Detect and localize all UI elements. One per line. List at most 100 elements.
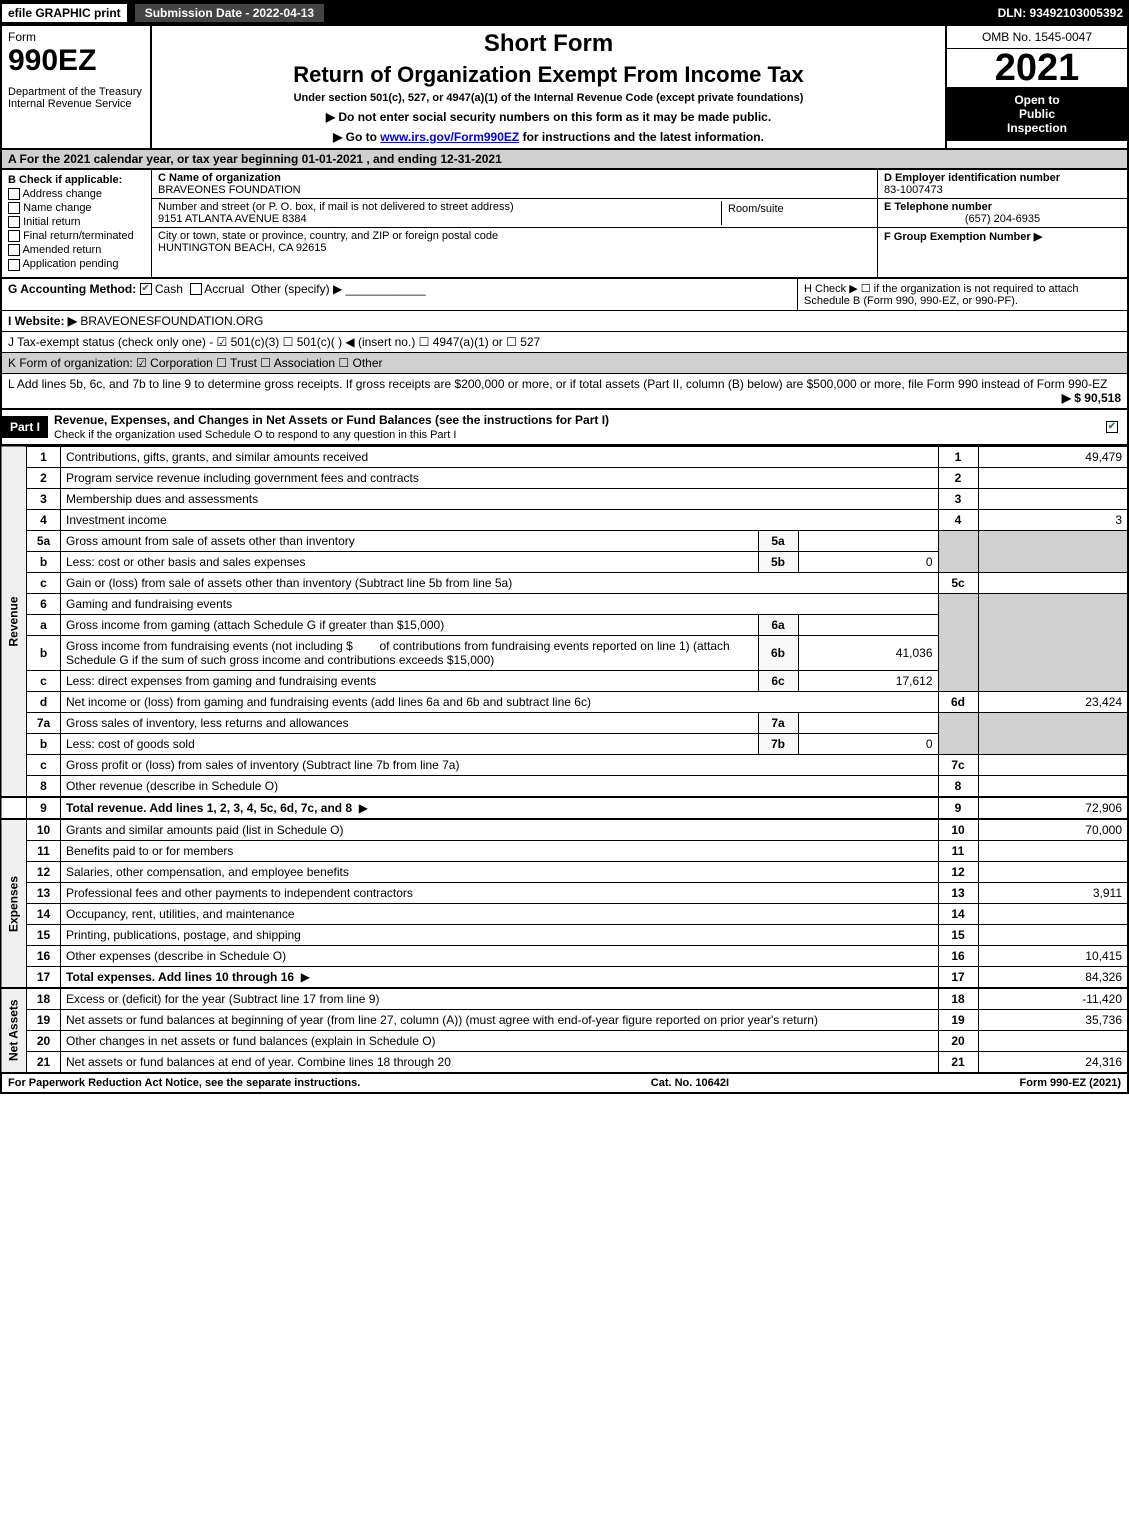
row-k: K Form of organization: ☑ Corporation ☐ …	[2, 353, 1127, 374]
table-row: 21 Net assets or fund balances at end of…	[1, 1051, 1128, 1073]
check-amended-return[interactable]: Amended return	[8, 244, 145, 256]
sub3-prefix: ▶ Go to	[333, 130, 380, 144]
form-of-organization: K Form of organization: ☑ Corporation ☐ …	[2, 353, 1127, 373]
form-header: Form 990EZ Department of the Treasury In…	[0, 26, 1129, 150]
tax-year: 2021	[947, 49, 1127, 87]
header-center: Short Form Return of Organization Exempt…	[152, 26, 947, 148]
check-initial-return[interactable]: Initial return	[8, 216, 145, 228]
room-suite: Room/suite	[721, 201, 871, 225]
irs-label: Internal Revenue Service	[8, 98, 144, 110]
dln-label: DLN: 93492103005392	[998, 6, 1129, 20]
table-row: 11 Benefits paid to or for members 11	[1, 840, 1128, 861]
check-name-change[interactable]: Name change	[8, 202, 145, 214]
checkbox-icon	[8, 202, 20, 214]
net-assets-sidebar: Net Assets	[1, 988, 27, 1073]
part-title: Revenue, Expenses, and Changes in Net As…	[48, 410, 1097, 444]
col-b-header: B Check if applicable:	[8, 174, 145, 186]
group-exemption-row: F Group Exemption Number ▶	[878, 228, 1127, 245]
checkbox-accrual-icon	[190, 283, 202, 295]
table-row: c Gross profit or (loss) from sales of i…	[1, 754, 1128, 775]
checkbox-icon	[8, 230, 20, 242]
omb-number: OMB No. 1545-0047	[947, 26, 1127, 49]
header-right: OMB No. 1545-0047 2021 Open to Public In…	[947, 26, 1127, 148]
header-sub3: ▶ Go to www.irs.gov/Form990EZ for instru…	[158, 130, 939, 144]
city-row: City or town, state or province, country…	[152, 228, 877, 256]
table-row: 5a Gross amount from sale of assets othe…	[1, 530, 1128, 551]
phone-value: (657) 204-6935	[884, 213, 1121, 225]
table-row: 6 Gaming and fundraising events	[1, 593, 1128, 614]
table-row: c Gain or (loss) from sale of assets oth…	[1, 572, 1128, 593]
table-row: 2 Program service revenue including gove…	[1, 467, 1128, 488]
part-label: Part I	[2, 416, 48, 438]
ein-row: D Employer identification number 83-1007…	[878, 170, 1127, 199]
revenue-sidebar: Revenue	[1, 446, 27, 797]
table-row: 9 Total revenue. Add lines 1, 2, 3, 4, 5…	[1, 797, 1128, 819]
table-row: 19 Net assets or fund balances at beginn…	[1, 1009, 1128, 1030]
efile-label: efile GRAPHIC print	[0, 2, 129, 24]
column-c: C Name of organization BRAVEONES FOUNDAT…	[152, 170, 877, 277]
form-number: 990EZ	[8, 44, 144, 78]
checkbox-icon	[8, 216, 20, 228]
open-line1: Open to	[951, 93, 1123, 107]
schedule-b-check: H Check ▶ ☐ if the organization is not r…	[797, 279, 1127, 310]
org-name: BRAVEONES FOUNDATION	[158, 184, 871, 196]
section-a: A For the 2021 calendar year, or tax yea…	[0, 150, 1129, 170]
f-label: F Group Exemption Number ▶	[884, 230, 1121, 243]
table-row: 3 Membership dues and assessments 3	[1, 488, 1128, 509]
part-1-table: Revenue 1 Contributions, gifts, grants, …	[0, 446, 1129, 1074]
address-row: Number and street (or P. O. box, if mail…	[152, 199, 877, 228]
footer-right: Form 990-EZ (2021)	[1020, 1077, 1121, 1089]
table-row: 16 Other expenses (describe in Schedule …	[1, 945, 1128, 966]
row-g-h: G Accounting Method: Cash Accrual Other …	[2, 279, 1127, 311]
addr-value: 9151 ATLANTA AVENUE 8384	[158, 213, 721, 225]
d-label: D Employer identification number	[884, 172, 1121, 184]
gross-receipts-value: ▶ $ 90,518	[1062, 391, 1121, 405]
checkbox-icon	[8, 188, 20, 200]
checkbox-icon	[1106, 421, 1118, 433]
table-row: d Net income or (loss) from gaming and f…	[1, 691, 1128, 712]
table-row: Revenue 1 Contributions, gifts, grants, …	[1, 446, 1128, 467]
footer-center: Cat. No. 10642I	[651, 1077, 729, 1089]
column-de: D Employer identification number 83-1007…	[877, 170, 1127, 277]
top-bar: efile GRAPHIC print Submission Date - 20…	[0, 0, 1129, 26]
part-1-header: Part I Revenue, Expenses, and Changes in…	[0, 410, 1129, 446]
mid-rows: G Accounting Method: Cash Accrual Other …	[0, 279, 1129, 410]
checkbox-icon	[8, 244, 20, 256]
main-title: Return of Organization Exempt From Incom…	[158, 62, 939, 88]
submission-date: Submission Date - 2022-04-13	[133, 2, 326, 24]
sub3-suffix: for instructions and the latest informat…	[519, 130, 764, 144]
open-line2: Public	[951, 107, 1123, 121]
header-sub1: Under section 501(c), 527, or 4947(a)(1)…	[158, 92, 939, 104]
check-final-return[interactable]: Final return/terminated	[8, 230, 145, 242]
open-line3: Inspection	[951, 121, 1123, 135]
city-value: HUNTINGTON BEACH, CA 92615	[158, 242, 871, 254]
expenses-sidebar: Expenses	[1, 819, 27, 988]
table-row: 15 Printing, publications, postage, and …	[1, 924, 1128, 945]
table-row: Net Assets 18 Excess or (deficit) for th…	[1, 988, 1128, 1010]
table-row: 17 Total expenses. Add lines 10 through …	[1, 966, 1128, 988]
info-grid: B Check if applicable: Address change Na…	[0, 170, 1129, 279]
phone-row: E Telephone number (657) 204-6935	[878, 199, 1127, 228]
checkbox-cash-icon	[140, 283, 152, 295]
gross-receipts-instruction: L Add lines 5b, 6c, and 7b to line 9 to …	[2, 374, 1127, 408]
check-application-pending[interactable]: Application pending	[8, 258, 145, 270]
dept-label: Department of the Treasury	[8, 86, 144, 98]
table-row: 14 Occupancy, rent, utilities, and maint…	[1, 903, 1128, 924]
city-label: City or town, state or province, country…	[158, 230, 871, 242]
irs-link[interactable]: www.irs.gov/Form990EZ	[380, 130, 519, 144]
ein-value: 83-1007473	[884, 184, 1121, 196]
footer: For Paperwork Reduction Act Notice, see …	[0, 1074, 1129, 1094]
check-address-change[interactable]: Address change	[8, 188, 145, 200]
form-label: Form	[8, 30, 144, 44]
accounting-method: G Accounting Method: Cash Accrual Other …	[2, 279, 797, 310]
addr-label: Number and street (or P. O. box, if mail…	[158, 201, 721, 213]
tax-exempt-status: J Tax-exempt status (check only one) - ☑…	[2, 332, 1127, 352]
column-b: B Check if applicable: Address change Na…	[2, 170, 152, 277]
org-name-row: C Name of organization BRAVEONES FOUNDAT…	[152, 170, 877, 199]
open-to-public-box: Open to Public Inspection	[947, 87, 1127, 141]
e-label: E Telephone number	[884, 201, 1121, 213]
header-sub2: ▶ Do not enter social security numbers o…	[158, 110, 939, 124]
short-form-title: Short Form	[158, 30, 939, 58]
header-left: Form 990EZ Department of the Treasury In…	[2, 26, 152, 148]
part-1-checkbox[interactable]	[1097, 420, 1127, 434]
